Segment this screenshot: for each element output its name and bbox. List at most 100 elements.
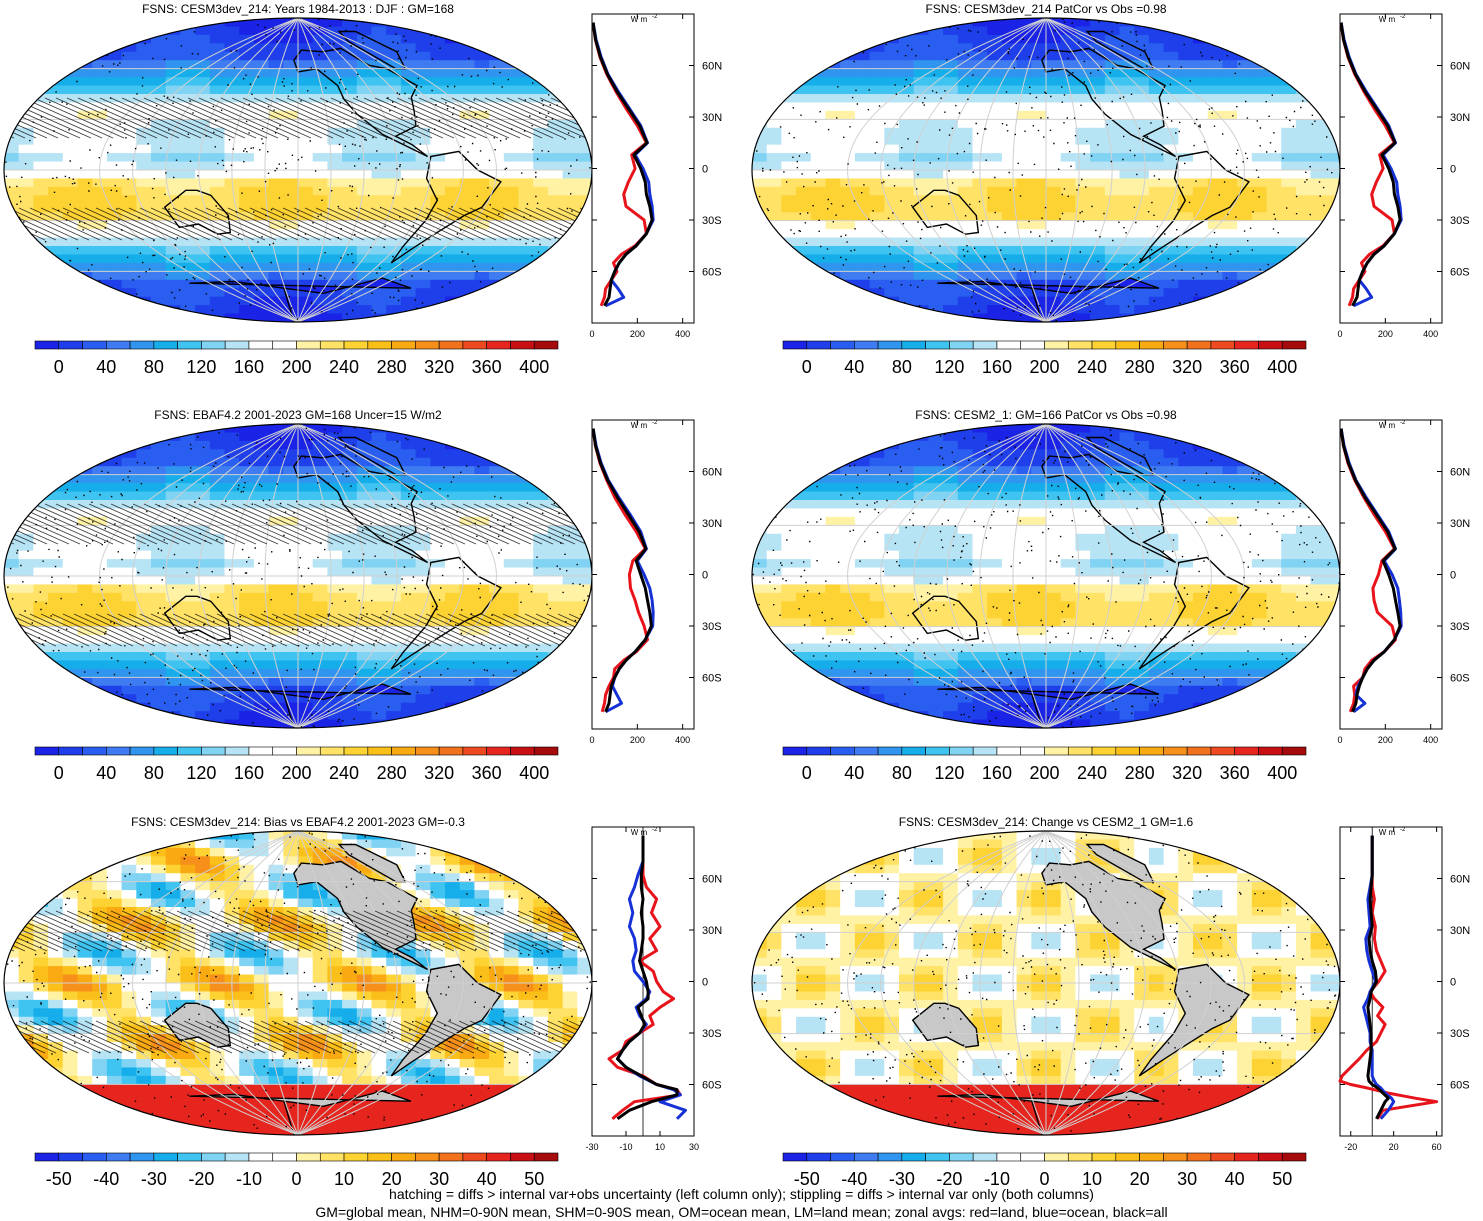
colorbar-cell: [224, 746, 250, 756]
colorbar-cell: [438, 746, 464, 756]
colorbar-cell: [806, 746, 831, 756]
zonal-unit: W m: [631, 15, 648, 24]
colorbar-cell: [1258, 746, 1283, 756]
panel-title: FSNS: CESM3dev_214: Change vs CESM2_1 GM…: [899, 815, 1194, 829]
colorbar-cell: [1163, 340, 1188, 350]
zonal-unit: W m: [631, 828, 648, 837]
colorbar-label: 10: [334, 1169, 354, 1189]
zonal-ytick-label: 30S: [1450, 215, 1470, 227]
colorbar-label: 280: [1125, 357, 1155, 377]
colorbar-cell: [877, 1152, 903, 1162]
colorbar-label: 50: [1272, 1169, 1292, 1189]
colorbar-label: 360: [1220, 763, 1250, 783]
zonal-profile: W m -2 60N 30N 0 30S 60S 0 200 400: [1337, 419, 1470, 745]
colorbar-cell: [533, 746, 559, 756]
colorbar-cell: [486, 340, 511, 350]
colorbar-label: 40: [844, 763, 864, 783]
colorbar-cell: [438, 1152, 464, 1162]
colorbar-cell: [129, 340, 155, 350]
continent-australia: [911, 189, 980, 235]
colorbar-label: 40: [844, 357, 864, 377]
panel-4: FSNS: CESM2_1: GM=166 PatCor vs Obs =0.9…: [751, 408, 1470, 783]
colorbar-cell: [1115, 340, 1140, 350]
colorbar-label: -30: [889, 1169, 915, 1189]
hatching: [4, 97, 592, 241]
colorbar-cell: [343, 1152, 369, 1162]
continent-southAmerica: [390, 150, 502, 264]
footer-line-1: hatching = diffs > internal var+obs unce…: [389, 1186, 1094, 1202]
colorbar-cell: [972, 340, 998, 350]
colorbar-cell: [925, 1152, 950, 1162]
colorbar-label: 400: [1267, 357, 1297, 377]
colorbar-label: 160: [234, 763, 264, 783]
zonal-xtick-label: 400: [1423, 735, 1438, 745]
colorbar-cell: [996, 340, 1022, 350]
colorbar-cell: [391, 340, 416, 350]
continent-southAmerica: [1138, 556, 1250, 670]
colorbar-label: -50: [794, 1169, 820, 1189]
continent-southAmerica: [390, 556, 502, 670]
colorbar-cell: [462, 340, 487, 350]
colorbar-label: 120: [934, 357, 964, 377]
colorbar-cell: [391, 1152, 416, 1162]
colorbar-cell: [415, 340, 440, 350]
colorbar-cell: [510, 340, 535, 350]
colorbar-cell: [367, 340, 392, 350]
colorbar-label: 200: [281, 357, 311, 377]
colorbar-cell: [153, 1152, 178, 1162]
colorbar-label: 320: [424, 357, 454, 377]
zonal-ytick-label: 30N: [1450, 925, 1470, 937]
colorbar-cell: [1281, 1152, 1307, 1162]
zonal-xtick-label: 200: [630, 735, 645, 745]
colorbar-label: -50: [46, 1169, 72, 1189]
zonal-line-all: [616, 835, 679, 1121]
colorbar-cell: [1186, 746, 1212, 756]
colorbar-label: 80: [144, 357, 164, 377]
colorbar-cell: [319, 1152, 345, 1162]
colorbar-label: 0: [291, 1169, 301, 1189]
hatching: [4, 910, 592, 1054]
colorbar-cell: [462, 746, 487, 756]
zonal-xtick-label: 400: [675, 329, 690, 339]
zonal-xtick-label: 60: [1432, 1142, 1442, 1152]
colorbar-cell: [1258, 340, 1283, 350]
zonal-ytick-label: 60S: [702, 267, 722, 279]
colorbar-cell: [830, 746, 855, 756]
map: [752, 18, 1340, 322]
colorbar-cell: [201, 746, 226, 756]
colorbar-cell: [343, 746, 369, 756]
map: [752, 424, 1340, 728]
zonal-unit-sup: -2: [1400, 420, 1406, 426]
colorbar: 0 40 80 120 160 200 240 280 320 360 400: [34, 746, 559, 783]
colorbar-label: 320: [1172, 763, 1202, 783]
colorbar-cell: [224, 340, 250, 350]
colorbar-cell: [248, 1152, 274, 1162]
colorbar-cell: [533, 340, 559, 350]
colorbar-cell: [1210, 340, 1235, 350]
zonal-xtick-label: 30: [689, 1142, 699, 1152]
colorbar-label: 40: [1225, 1169, 1245, 1189]
colorbar: 0 40 80 120 160 200 240 280 320 360 400: [782, 746, 1307, 783]
colorbar-label: 280: [1125, 763, 1155, 783]
colorbar-cell: [58, 1152, 83, 1162]
colorbar-label: 40: [96, 357, 116, 377]
zonal-ytick-label: 30N: [702, 112, 722, 124]
zonal-ytick-label: 30S: [1450, 1028, 1470, 1040]
colorbar-label: 0: [54, 763, 64, 783]
colorbar-label: 360: [1220, 357, 1250, 377]
colorbar-cell: [854, 340, 879, 350]
colorbar-cell: [996, 746, 1022, 756]
colorbar-cell: [782, 1152, 808, 1162]
colorbar-cell: [925, 340, 950, 350]
colorbar-label: -10: [236, 1169, 262, 1189]
colorbar-cell: [782, 746, 808, 756]
colorbar-cell: [972, 746, 998, 756]
zonal-ytick-label: 60S: [702, 673, 722, 685]
colorbar-label: 360: [472, 357, 502, 377]
colorbar-cell: [1091, 1152, 1117, 1162]
colorbar-label: 320: [1172, 357, 1202, 377]
colorbar-label: 40: [477, 1169, 497, 1189]
colorbar-cell: [296, 340, 321, 350]
colorbar-cell: [129, 1152, 155, 1162]
panel-2: FSNS: CESM3dev_214 PatCor vs Obs =0.98 W …: [751, 2, 1470, 377]
